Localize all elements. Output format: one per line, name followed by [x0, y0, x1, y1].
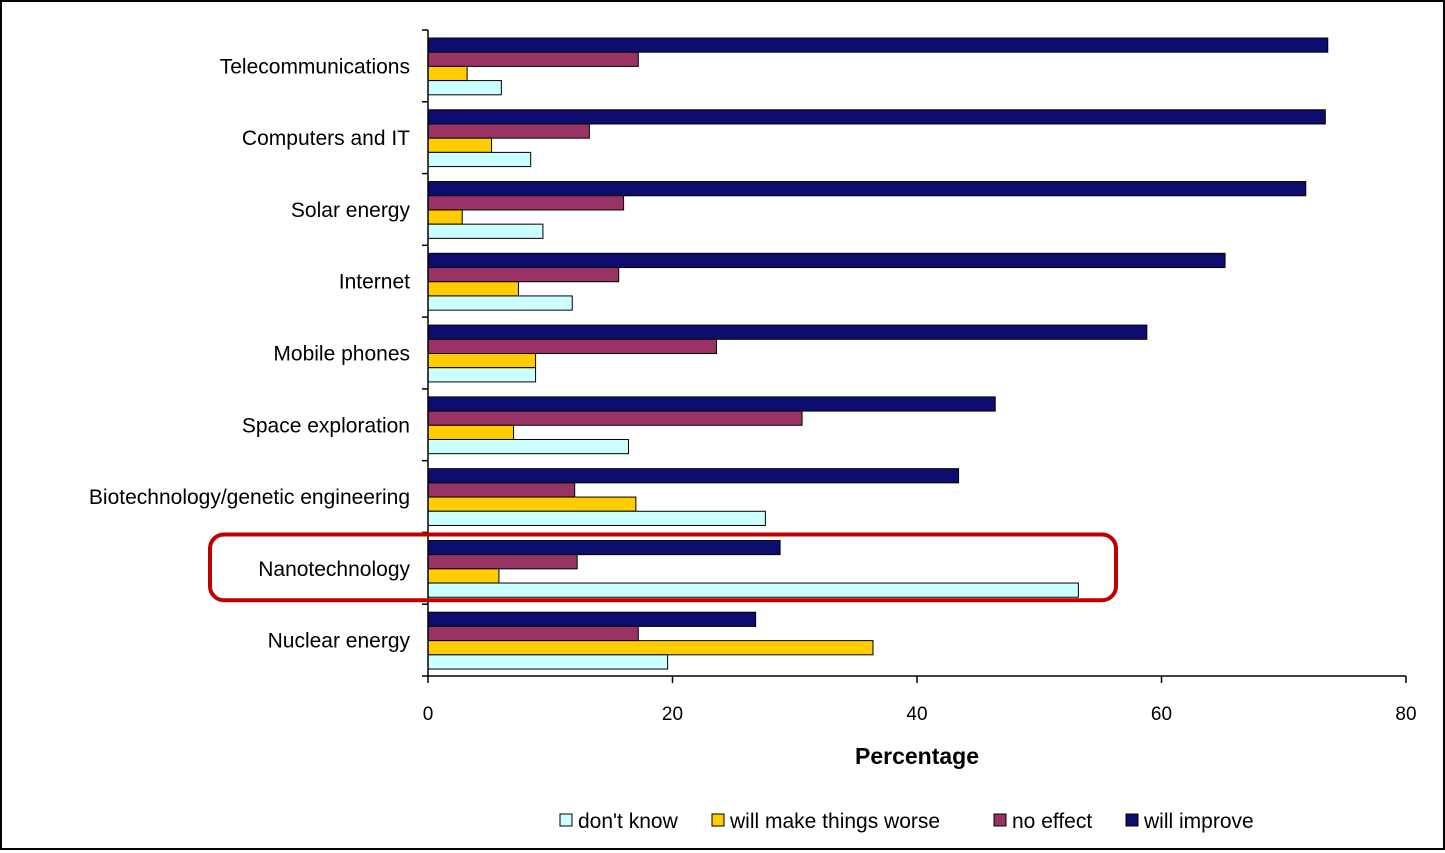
- bar-nanotechnology-don-t-know: [427, 582, 1079, 598]
- bar-solar-energy-no-effect: [427, 195, 625, 211]
- bar-biotechnology-genetic-engineering-don-t-know: [427, 510, 766, 526]
- bar-nuclear-energy-will-improve: [427, 611, 757, 627]
- bar-space-exploration-no-effect: [427, 410, 803, 426]
- bar-computers-and-it-will-improve: [427, 109, 1326, 125]
- legend-label: will make things worse: [729, 810, 940, 833]
- category-label: Computers and IT: [242, 127, 410, 150]
- bar-internet-don-t-know: [427, 295, 573, 311]
- legend-swatch-will-make-things-worse: [711, 813, 725, 827]
- x-ticks: 0 20 40 60 80: [422, 29, 1417, 725]
- bar-telecommunications-will-make-things-worse: [427, 65, 468, 82]
- bar-mobile-phones-no-effect: [427, 338, 718, 355]
- category-label: Solar energy: [291, 199, 411, 222]
- category-label: Mobile phones: [273, 343, 410, 366]
- bar-telecommunications-don-t-know: [427, 80, 502, 96]
- bar-telecommunications-no-effect: [427, 51, 639, 67]
- x-tick-label: 80: [1395, 704, 1416, 725]
- legend-label: no effect: [1012, 810, 1092, 833]
- bar-internet-will-improve: [427, 252, 1226, 269]
- bar-biotechnology-genetic-engineering-will-improve: [427, 468, 960, 484]
- category-label: Internet: [339, 271, 410, 294]
- category-labels: Telecommunications Computers and IT Solar …: [89, 55, 411, 652]
- bar-telecommunications-will-improve: [427, 37, 1329, 53]
- bar-internet-no-effect: [427, 267, 620, 283]
- bar-nanotechnology-will-improve: [427, 539, 781, 556]
- bar-computers-and-it-will-make-things-worse: [427, 137, 493, 153]
- bar-mobile-phones-will-make-things-worse: [427, 353, 537, 369]
- bar-mobile-phones-will-improve: [427, 324, 1148, 340]
- bar-mobile-phones-don-t-know: [427, 367, 537, 383]
- bar-internet-will-make-things-worse: [427, 281, 519, 297]
- bars-layer: [427, 37, 1329, 670]
- bar-space-exploration-will-make-things-worse: [427, 424, 515, 440]
- bar-solar-energy-don-t-know: [427, 223, 544, 239]
- x-tick-label: 20: [662, 704, 683, 725]
- bar-computers-and-it-no-effect: [427, 123, 590, 139]
- x-tick-label: 60: [1151, 704, 1172, 725]
- highlight-box: [208, 532, 1118, 603]
- bar-nuclear-energy-no-effect: [427, 625, 639, 642]
- bar-space-exploration-will-improve: [427, 396, 996, 412]
- bar-nuclear-energy-don-t-know: [427, 654, 669, 670]
- highlight: [208, 532, 1118, 603]
- x-axis-title: Percentage: [855, 743, 979, 769]
- bar-biotechnology-genetic-engineering-will-make-things-worse: [427, 496, 637, 512]
- category-label: Telecommunications: [220, 55, 410, 78]
- legend-label: don't know: [578, 810, 679, 833]
- legend: don't know will make things worse no effec…: [559, 810, 1254, 833]
- bar-nanotechnology-no-effect: [427, 554, 578, 570]
- bar-nanotechnology-will-make-things-worse: [427, 568, 500, 584]
- bar-biotechnology-genetic-engineering-no-effect: [427, 482, 576, 498]
- bar-nuclear-energy-will-make-things-worse: [427, 640, 874, 656]
- category-label: Space exploration: [242, 414, 410, 437]
- x-tick-label: 0: [423, 704, 434, 725]
- category-label: Biotechnology/genetic engineering: [89, 486, 410, 509]
- legend-label: will improve: [1143, 810, 1254, 833]
- category-label: Nuclear energy: [268, 630, 411, 653]
- x-tick-label: 40: [906, 704, 927, 725]
- legend-swatch-don-t-know: [559, 813, 573, 827]
- bar-solar-energy-will-improve: [427, 181, 1307, 197]
- bar-solar-energy-will-make-things-worse: [427, 209, 463, 225]
- legend-swatch-will-improve: [1125, 813, 1139, 827]
- legend-swatch-no-effect: [993, 813, 1007, 827]
- bar-computers-and-it-don-t-know: [427, 151, 532, 168]
- bar-space-exploration-don-t-know: [427, 438, 629, 455]
- category-label: Nanotechnology: [258, 558, 410, 581]
